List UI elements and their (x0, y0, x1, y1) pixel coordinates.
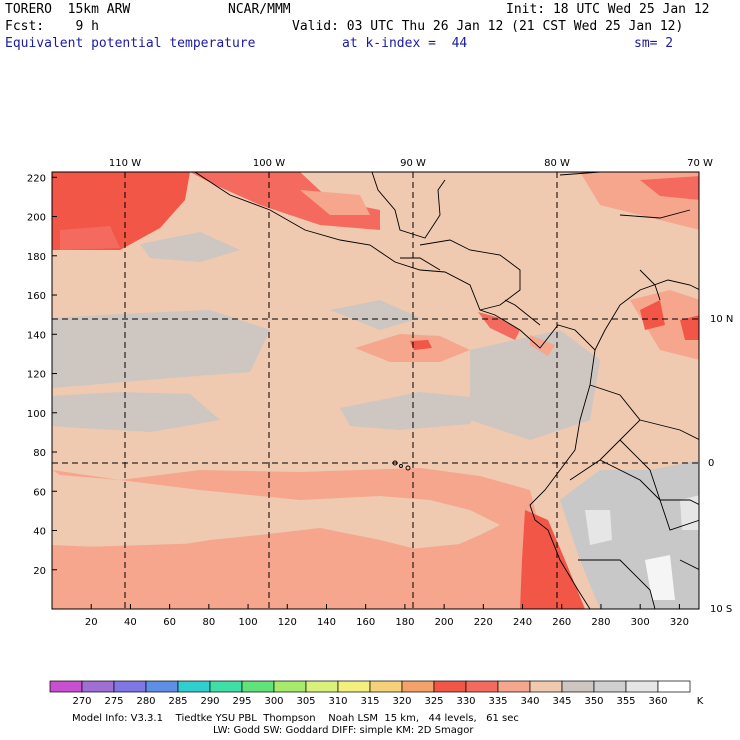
colorbar-label: 330 (456, 696, 475, 707)
colorbar-label: 360 (648, 696, 667, 707)
lon-label: 80 W (544, 158, 570, 169)
colorbar-swatch (561, 680, 595, 693)
organization: NCAR/MMM (228, 2, 291, 17)
y-tick-label: 40 (33, 527, 46, 538)
bottom-grid-ticks: 20 40 60 80 100 120 140 160 180 200 220 240 260 280 30… (85, 604, 689, 628)
colorbar-label: 310 (328, 696, 347, 707)
y-tick-label: 220 (27, 173, 46, 184)
graticule (52, 172, 699, 609)
left-grid-ticks: 20 40 60 80 100 120 140 160 180 200 220 (27, 173, 57, 577)
colorbar-swatch (657, 680, 691, 693)
colorbar-label: 285 (168, 696, 187, 707)
y-tick-label: 60 (33, 487, 46, 498)
x-tick-label: 80 (202, 617, 215, 628)
x-tick-label: 300 (631, 617, 650, 628)
level-index: at k-index = 44 (342, 36, 468, 51)
coastlines (194, 172, 699, 609)
x-tick-label: 180 (395, 617, 414, 628)
colorbar-swatch (337, 680, 371, 693)
colorbar-label: 325 (424, 696, 443, 707)
colorbar-unit: K (697, 696, 704, 707)
colorbar-swatch (241, 680, 275, 693)
colorbar-swatch (529, 680, 563, 693)
colorbar-label: 340 (520, 696, 539, 707)
colorbar-label: 335 (488, 696, 507, 707)
colorbar-swatch (401, 680, 435, 693)
model-info: Model Info: V3.3.1 Tiedtke YSU PBL Thomp… (72, 713, 519, 724)
y-tick-label: 120 (27, 370, 46, 381)
x-tick-label: 40 (124, 617, 137, 628)
colorbar-label: 275 (104, 696, 123, 707)
lon-label: 70 W (687, 158, 713, 169)
lon-label: 100 W (253, 158, 285, 169)
x-tick-label: 200 (435, 617, 454, 628)
y-tick-label: 100 (27, 409, 46, 420)
lat-label: 10 S (710, 604, 732, 615)
x-tick-label: 240 (513, 617, 532, 628)
colorbar-swatch (497, 680, 531, 693)
colorbar-swatch (593, 680, 627, 693)
x-tick-label: 160 (356, 617, 375, 628)
x-tick-label: 320 (670, 617, 689, 628)
colorbar-swatch (273, 680, 307, 693)
colorbar-swatch (177, 680, 211, 693)
lon-label: 110 W (109, 158, 141, 169)
colorbar-swatch (145, 680, 179, 693)
init-time: Init: 18 UTC Wed 25 Jan 12 (506, 2, 710, 17)
x-tick-label: 100 (239, 617, 258, 628)
colorbar-label: 345 (552, 696, 571, 707)
y-tick-label: 80 (33, 448, 46, 459)
y-tick-label: 200 (27, 213, 46, 224)
smoothing: sm= 2 (634, 36, 674, 51)
colorbar-swatch (209, 680, 243, 693)
x-tick-label: 220 (474, 617, 493, 628)
colorbar: 270 275 280 285 290 295 300 305 310 315 320 325 330 3… (49, 680, 704, 707)
valid-time: Valid: 03 UTC Thu 26 Jan 12 (21 CST Wed … (292, 19, 684, 34)
colorbar-swatch (369, 680, 403, 693)
y-tick-label: 20 (33, 566, 46, 577)
x-tick-label: 20 (85, 617, 98, 628)
lat-label: 0 (708, 458, 714, 469)
colorbar-swatch (625, 680, 659, 693)
colorbar-swatch (81, 680, 115, 693)
colorbar-label: 295 (232, 696, 251, 707)
colorbar-label: 305 (296, 696, 315, 707)
y-tick-label: 140 (27, 330, 46, 341)
colorbar-swatch (305, 680, 339, 693)
x-tick-label: 280 (591, 617, 610, 628)
colorbar-swatch (465, 680, 499, 693)
forecast-hour: Fcst: 9 h (5, 19, 99, 34)
colorbar-swatch (113, 680, 147, 693)
y-tick-label: 160 (27, 291, 46, 302)
colorbar-label: 270 (72, 696, 91, 707)
lon-label: 90 W (400, 158, 426, 169)
y-tick-label: 180 (27, 252, 46, 263)
x-tick-label: 260 (552, 617, 571, 628)
top-lon-labels: 110 W 100 W 90 W 80 W 70 W (109, 158, 713, 169)
right-lat-labels: 10 N 0 10 S (708, 314, 733, 615)
map-frame (51, 171, 700, 610)
x-tick-label: 140 (317, 617, 336, 628)
colorbar-label: 350 (584, 696, 603, 707)
colorbar-label: 315 (360, 696, 379, 707)
lat-label: 10 N (710, 314, 733, 325)
colorbar-label: 300 (264, 696, 283, 707)
colorbar-swatch (433, 680, 467, 693)
x-tick-label: 120 (278, 617, 297, 628)
colorbar-label: 280 (136, 696, 155, 707)
physics-info: LW: Godd SW: Goddard DIFF: simple KM: 2D… (213, 725, 474, 736)
colorbar-label: 355 (616, 696, 635, 707)
colorbar-swatch (49, 680, 83, 693)
colorbar-label: 320 (392, 696, 411, 707)
field-name: Equivalent potential temperature (5, 36, 256, 51)
colorbar-label: 290 (200, 696, 219, 707)
model-name: TORERO 15km ARW (5, 2, 131, 17)
x-tick-label: 60 (163, 617, 176, 628)
theta-e-field (52, 172, 699, 609)
